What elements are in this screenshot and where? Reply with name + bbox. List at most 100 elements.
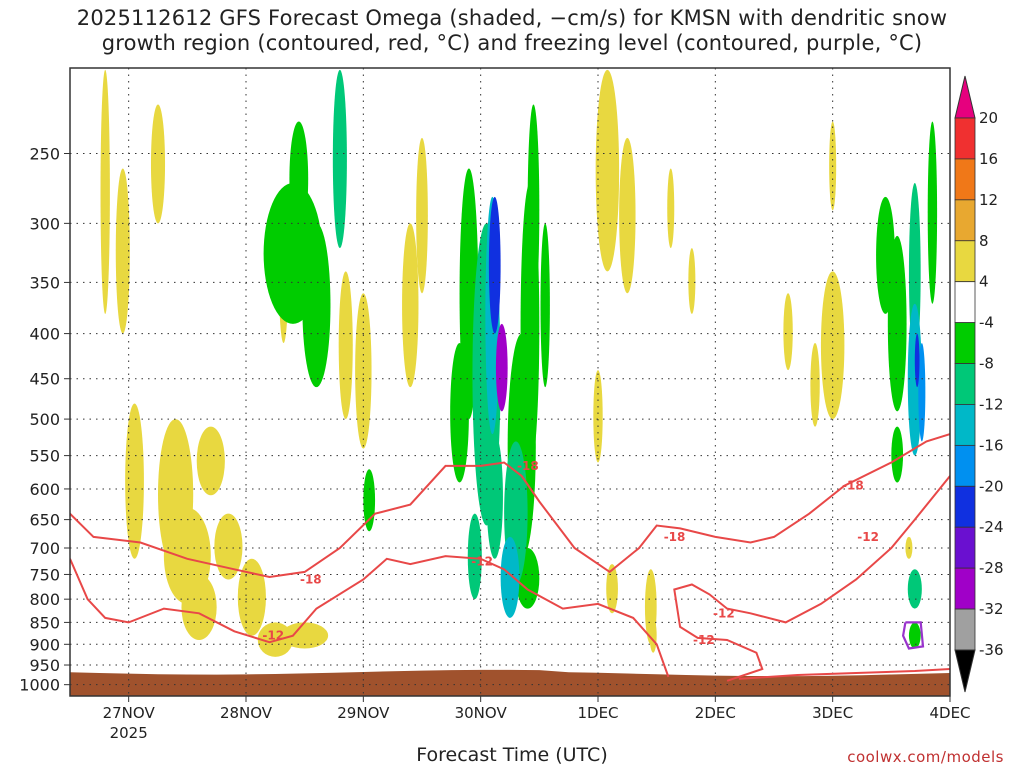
omega-blob <box>289 121 309 236</box>
omega-blob <box>467 513 482 600</box>
omega-blob <box>363 469 376 532</box>
x-tick-label: 30NOV <box>455 704 508 722</box>
omega-blob <box>486 434 503 559</box>
y-tick-label: 300 <box>29 214 60 233</box>
dgz-contour-line <box>738 668 950 680</box>
temperature-contours <box>70 433 950 682</box>
colorbar-label: -20 <box>979 477 1004 495</box>
x-tick-label: 29NOV <box>337 704 390 722</box>
ground-fill <box>70 669 950 696</box>
omega-blob <box>158 419 194 570</box>
x-tick-label: 4DEC <box>929 704 970 722</box>
contour-label: -18 <box>664 530 686 544</box>
x-tick-label: 1DEC <box>577 704 618 722</box>
omega-blob <box>281 622 329 649</box>
colorbar-label: -32 <box>979 600 1004 618</box>
x-tick-label: 27NOV <box>103 704 156 722</box>
colorbar-bin <box>954 322 976 364</box>
omega-blob <box>115 168 130 334</box>
y-tick-label: 500 <box>29 410 60 429</box>
chart-title-line-2: growth region (contoured, red, °C) and f… <box>101 31 923 55</box>
colorbar-bin <box>954 199 976 242</box>
y-axis-ticks: 250 300 350 400 450 500 550 600 650 700 750 800 850 9… <box>19 144 70 695</box>
colorbar-bin <box>954 444 976 487</box>
y-tick-label: 800 <box>29 590 60 609</box>
colorbar-label: 16 <box>979 150 998 168</box>
grid-lines <box>70 68 950 696</box>
colorbar-label: 12 <box>979 191 998 209</box>
omega-blob <box>918 343 926 442</box>
omega-blob <box>237 558 266 636</box>
x-tick-label: 28NOV <box>220 704 273 722</box>
omega-blob <box>302 223 331 388</box>
omega-blob <box>891 426 904 483</box>
colorbar-label: 20 <box>979 109 998 127</box>
contour-label: -12 <box>713 606 735 620</box>
colorbar-bin <box>954 485 976 528</box>
omega-blob <box>332 69 347 249</box>
omega-blob <box>416 137 428 294</box>
colorbar-bin <box>954 281 976 324</box>
y-tick-label: 700 <box>29 539 60 558</box>
colorbar-label: -16 <box>979 436 1004 454</box>
colorbar-label: -24 <box>979 518 1004 536</box>
y-tick-label: 550 <box>29 447 60 466</box>
omega-blob <box>500 536 520 618</box>
colorbar-bin <box>954 608 976 651</box>
omega-blob <box>593 370 603 463</box>
contour-labels: -18 -12 -12 -18 -18 -12 -12 -18 -12 <box>262 459 879 647</box>
contour-label: -12 <box>857 530 879 544</box>
y-tick-label: 750 <box>29 565 60 584</box>
contour-label: -12 <box>471 554 493 568</box>
omega-blob <box>887 235 907 412</box>
contour-label: -12 <box>693 633 715 647</box>
omega-blob <box>606 564 618 614</box>
omega-blob <box>181 574 217 641</box>
dgz-contour-line <box>70 555 670 678</box>
colorbar-label: -36 <box>979 641 1004 659</box>
colorbar-bin <box>954 240 976 283</box>
omega-blob <box>355 293 372 449</box>
ground-surface <box>70 669 950 696</box>
y-tick-label: 250 <box>29 144 60 163</box>
y-tick-label: 950 <box>29 656 60 675</box>
colorbar-label: -12 <box>979 395 1004 413</box>
omega-blob <box>100 69 110 314</box>
omega-blob <box>810 343 820 427</box>
x-tick-label: 2DEC <box>695 704 736 722</box>
omega-blob <box>783 293 793 371</box>
colorbar-top-arrow <box>954 75 976 119</box>
omega-blob <box>907 569 922 609</box>
y-tick-label: 900 <box>29 635 60 654</box>
chart-title-line-1: 2025112612 GFS Forecast Omega (shaded, −… <box>76 6 948 30</box>
colorbar-bin <box>954 158 976 201</box>
colorbar-bin <box>954 117 976 160</box>
omega-blob <box>908 622 921 649</box>
colorbar-label: 4 <box>979 273 989 291</box>
y-tick-label: 400 <box>29 325 60 344</box>
source-credit: coolwx.com/models <box>847 748 1004 766</box>
contour-label: -18 <box>842 479 864 493</box>
omega-blob <box>214 513 243 580</box>
y-tick-label: 450 <box>29 370 60 389</box>
dgz-contour-line <box>70 433 950 579</box>
y-tick-label: 1000 <box>19 676 60 695</box>
colorbar-label: -8 <box>979 355 994 373</box>
x-tick-year-label: 2025 <box>110 724 148 742</box>
omega-blob <box>125 403 144 559</box>
colorbar-bin <box>954 567 976 610</box>
omega-blob <box>402 223 419 388</box>
omega-colorbar: 20 16 12 8 4 -4 -8 -12 -16 -20 -24 -28 -32 -36 <box>954 75 1004 693</box>
omega-blob <box>488 196 501 334</box>
colorbar-bottom-arrow <box>954 649 976 693</box>
omega-blob <box>914 333 920 388</box>
omega-blob <box>495 323 508 412</box>
colorbar-label: -4 <box>979 314 994 332</box>
dgz-contour-line <box>673 475 950 682</box>
omega-blob <box>927 121 938 304</box>
y-tick-label: 850 <box>29 613 60 632</box>
omega-blob <box>540 223 550 388</box>
omega-blob <box>338 271 353 420</box>
colorbar-bin <box>954 404 976 446</box>
